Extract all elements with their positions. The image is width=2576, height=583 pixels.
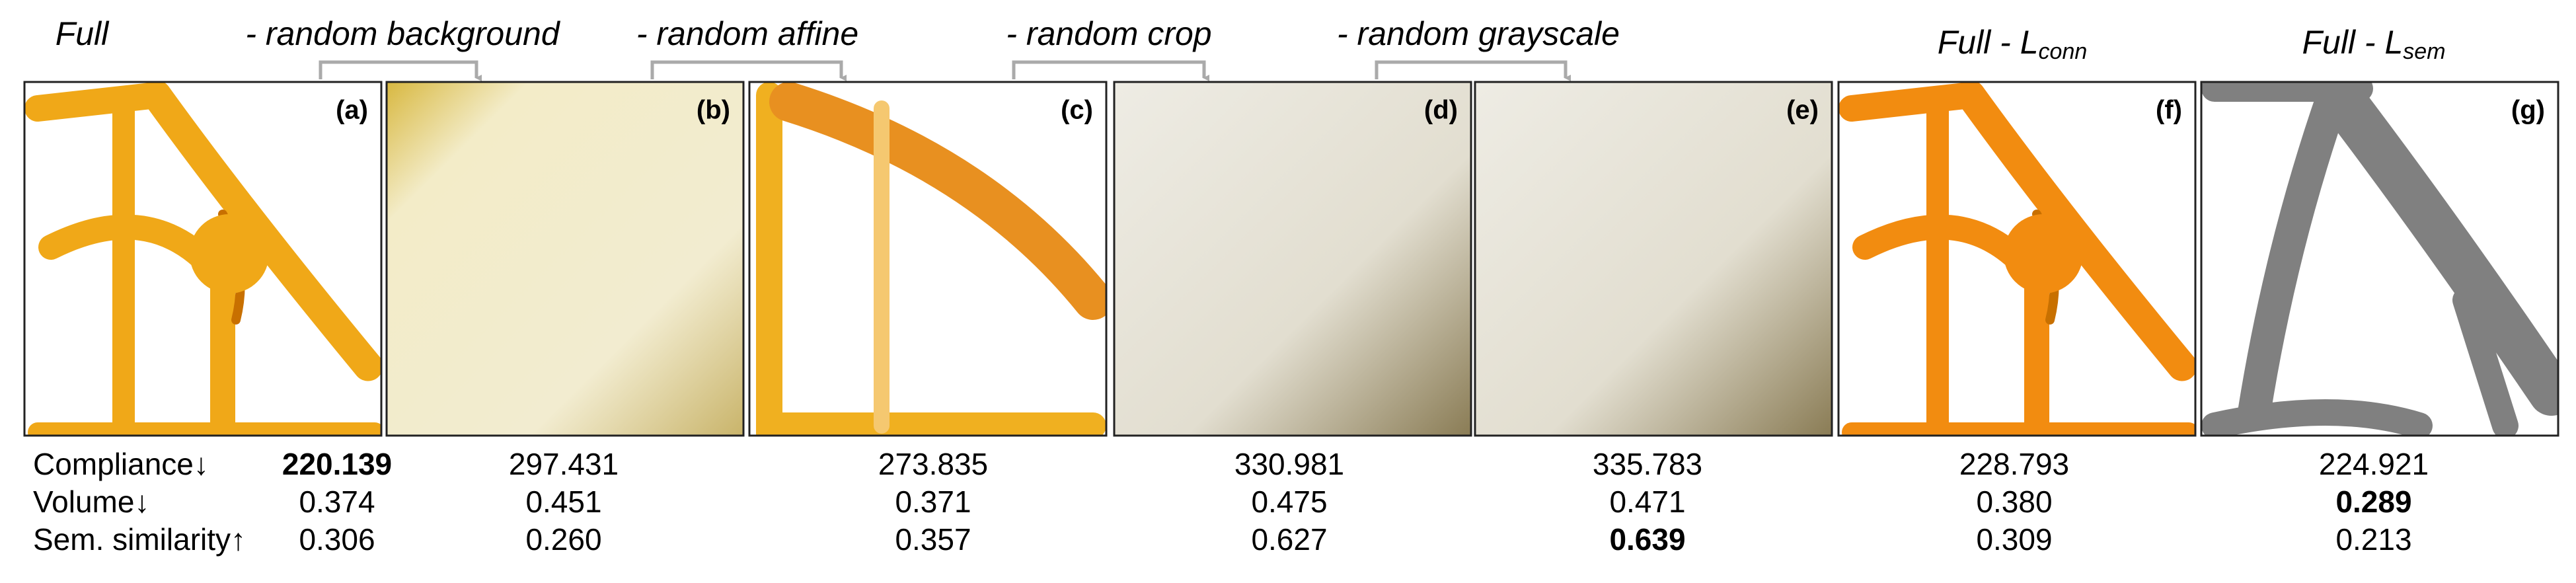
structure xyxy=(2201,399,2433,436)
caption: - random background xyxy=(245,15,560,52)
panel-frame xyxy=(1113,81,1472,437)
cell-value: 224.921 xyxy=(2319,447,2429,481)
structure xyxy=(24,82,170,122)
panel-label: (f) xyxy=(2156,96,2182,125)
panel-image xyxy=(387,82,743,436)
cell-value: 0.289 xyxy=(2335,485,2411,519)
row-label: Sem. similarity↑ xyxy=(33,522,246,557)
caption: - random affine xyxy=(636,15,858,52)
cell-value: 0.260 xyxy=(525,522,601,557)
bracket xyxy=(650,60,847,81)
panel-frame xyxy=(1837,81,2197,437)
cell-value: 0.213 xyxy=(2335,522,2411,557)
structure xyxy=(2452,287,2519,436)
panel-image xyxy=(749,82,1106,436)
cell-value: 0.371 xyxy=(895,485,971,519)
panel: (f) xyxy=(1837,81,2197,437)
cell-value: 0.451 xyxy=(525,485,601,519)
cell-value: 0.475 xyxy=(1251,485,1327,519)
row-label: Compliance↓ xyxy=(33,447,209,481)
panel-label: (a) xyxy=(336,96,368,125)
panel: (g) xyxy=(2200,81,2559,437)
panel-frame xyxy=(23,81,383,437)
cell-value: 0.471 xyxy=(1609,485,1685,519)
cell-value: 0.627 xyxy=(1251,522,1327,557)
caption: - random grayscale xyxy=(1337,15,1620,52)
cell-value: 0.309 xyxy=(1976,522,2052,557)
ornament xyxy=(2004,214,2083,293)
cell-value: 297.431 xyxy=(509,447,619,481)
cell-value: 273.835 xyxy=(878,447,988,481)
structure xyxy=(2238,82,2350,429)
panel-frame xyxy=(1474,81,1833,437)
cell-value: 0.357 xyxy=(895,522,971,557)
cell-value: 0.639 xyxy=(1609,522,1685,557)
caption: - random crop xyxy=(1006,15,1211,52)
panel-image xyxy=(1475,82,1832,436)
panel: (a) xyxy=(23,81,383,437)
structure xyxy=(1838,82,1984,122)
panel-label: (d) xyxy=(1424,96,1458,125)
panel-label: (e) xyxy=(1786,96,1819,125)
panel-label: (b) xyxy=(697,96,730,125)
panel: (b) xyxy=(385,81,745,437)
cell-value: 0.374 xyxy=(299,485,375,519)
panel: (d) xyxy=(1113,81,1472,437)
texture xyxy=(1114,82,1471,436)
ornament xyxy=(190,214,269,293)
caption-subscript: conn xyxy=(2039,39,2088,64)
panel-frame xyxy=(2200,81,2559,437)
cell-value: 335.783 xyxy=(1593,447,1702,481)
caption-text: Full - L xyxy=(2302,24,2403,61)
cell-value: 220.139 xyxy=(282,447,392,481)
panel-image xyxy=(1114,82,1471,436)
panel: (c) xyxy=(748,81,1108,437)
cell-value: 0.380 xyxy=(1976,485,2052,519)
structure xyxy=(2310,82,2558,416)
structure xyxy=(756,82,1106,436)
panel-frame xyxy=(385,81,745,437)
row-label: Volume↓ xyxy=(33,485,149,519)
caption: Full xyxy=(56,15,110,52)
panel-frame xyxy=(748,81,1108,437)
panel-label: (c) xyxy=(1061,96,1093,125)
texture xyxy=(387,82,743,436)
texture xyxy=(1475,82,1832,436)
panel-image xyxy=(2201,82,2558,436)
structure xyxy=(769,82,1106,320)
panel-label: (g) xyxy=(2511,96,2545,125)
loss-caption: Full - Lsem xyxy=(2302,24,2445,64)
loss-caption: Full - Lconn xyxy=(1938,24,2088,64)
caption-text: Full - L xyxy=(1938,24,2039,61)
panel-image xyxy=(1838,82,2195,436)
bracket xyxy=(1012,60,1209,81)
bracket xyxy=(1375,60,1571,81)
panel: (e) xyxy=(1474,81,1833,437)
caption-subscript: sem xyxy=(2403,39,2445,64)
panel-image xyxy=(24,82,381,436)
cell-value: 0.306 xyxy=(299,522,375,557)
cell-value: 330.981 xyxy=(1234,447,1344,481)
cell-value: 228.793 xyxy=(1959,447,2069,481)
bracket xyxy=(319,60,482,81)
